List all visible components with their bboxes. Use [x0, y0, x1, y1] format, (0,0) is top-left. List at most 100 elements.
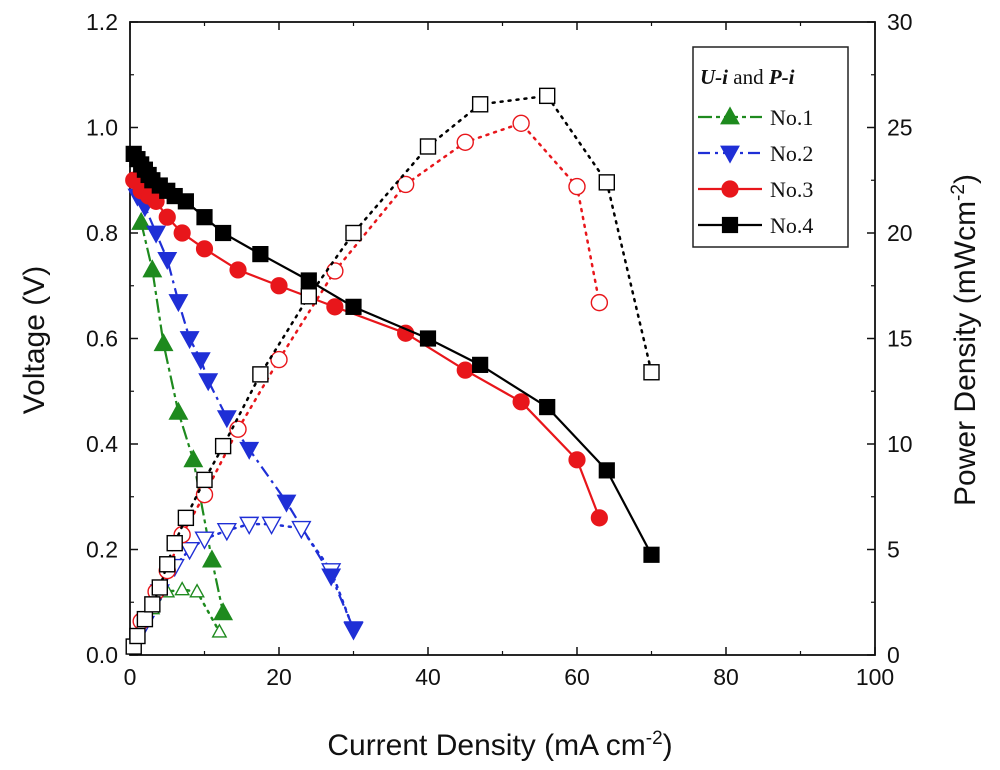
legend-label: No.2: [770, 141, 813, 166]
legend-label: No.3: [770, 177, 813, 202]
pi-point: [189, 583, 205, 598]
ui-point: [343, 621, 364, 640]
ui-point: [276, 494, 297, 513]
pi-point: [151, 579, 169, 596]
legend-entry: No.4: [698, 213, 813, 238]
series-no-4: [125, 87, 660, 655]
y-tick-label: 1.2: [86, 9, 118, 35]
x-tick-label: 60: [564, 664, 590, 690]
legend-box: [692, 46, 849, 248]
ui-point: [216, 410, 237, 429]
y2-axis-title: Power Density (mWcm-2): [948, 174, 982, 506]
legend-marker: [721, 216, 739, 234]
y2-tick-label: 20: [887, 220, 913, 246]
y2-tick-label: 30: [887, 9, 913, 35]
x-tick-label: 100: [856, 664, 894, 690]
legend-marker: [721, 180, 739, 198]
ui-point: [252, 246, 269, 263]
pi-point: [216, 523, 237, 542]
ui-point: [229, 261, 247, 279]
pi-point: [539, 87, 556, 105]
pi-point: [270, 350, 288, 369]
y2-tick-label: 25: [887, 115, 913, 141]
ui-point: [643, 546, 660, 563]
legend-title: U-i and P-i: [700, 65, 795, 89]
ui-point: [568, 451, 586, 469]
pi-point: [196, 471, 213, 489]
pi-point: [261, 516, 282, 535]
ui-point: [198, 373, 219, 392]
legend-label: No.4: [770, 213, 813, 238]
ui-point: [300, 272, 317, 289]
ui-point: [419, 330, 437, 347]
y2-tick-label: 5: [887, 537, 900, 563]
x-axis-title: Current Density (mA cm-2): [327, 728, 672, 762]
ui-point: [321, 568, 342, 587]
ui-point: [153, 333, 174, 352]
y-tick-label: 0.2: [86, 537, 118, 563]
y2-tick-label: 0: [887, 642, 900, 668]
legend-label: No.1: [770, 105, 813, 130]
legend-entry: No.2: [698, 141, 813, 166]
pi-point: [291, 520, 312, 540]
ui-point: [131, 211, 152, 230]
pi-point: [179, 542, 200, 561]
pi-point: [598, 174, 615, 191]
ui-point: [142, 259, 163, 278]
pi-point: [326, 262, 344, 280]
pi-point: [568, 177, 586, 196]
pi-point: [144, 596, 161, 613]
ui-point: [179, 331, 200, 350]
ui-point: [590, 509, 608, 527]
pi-point: [456, 133, 474, 151]
ui-point: [270, 277, 288, 295]
y-tick-label: 0.0: [86, 642, 118, 668]
pi-point: [590, 293, 609, 312]
ui-point: [213, 602, 234, 621]
ui-point: [168, 401, 189, 420]
y2-tick-label: 10: [887, 431, 913, 457]
legend-marker: [720, 106, 740, 125]
ui-point: [158, 208, 176, 226]
y-axis-title: Voltage (V): [18, 266, 51, 414]
legend-entry: No.1: [698, 105, 813, 130]
pi-point: [345, 224, 362, 242]
y-tick-label: 0.8: [86, 220, 118, 246]
pi-point: [174, 581, 191, 596]
ui-point: [202, 549, 222, 568]
y-tick-label: 1.0: [86, 115, 118, 141]
pi-point: [396, 175, 415, 194]
x-tick-label: 20: [266, 664, 292, 690]
ui-point: [173, 224, 191, 242]
legend-entry: No.3: [698, 177, 813, 202]
y2-tick-label: 15: [887, 326, 913, 352]
pi-point: [211, 623, 228, 638]
pi-point: [159, 556, 176, 573]
ui-point: [472, 356, 489, 373]
series-no-1: [129, 211, 234, 640]
ui-point: [183, 449, 204, 468]
ui-point: [326, 298, 344, 316]
ui-point: [157, 251, 178, 270]
ui-point: [345, 298, 362, 315]
pi-point: [177, 509, 195, 527]
ui-point: [168, 294, 189, 313]
ui-point: [598, 462, 615, 479]
ui-point: [190, 352, 211, 371]
ui-curve: [132, 179, 601, 519]
pi-point: [229, 420, 247, 438]
pi-point: [239, 516, 260, 535]
pi-point: [471, 96, 489, 113]
pi-point: [136, 610, 154, 628]
ui-point: [239, 441, 260, 460]
pi-point: [419, 138, 437, 155]
y-tick-label: 0.6: [86, 326, 118, 352]
ui-point: [539, 398, 556, 416]
ui-point: [215, 224, 232, 242]
pi-curve: [132, 94, 653, 648]
ui-point: [177, 193, 194, 210]
pi-point: [214, 437, 232, 455]
pi-point: [166, 534, 183, 552]
x-tick-label: 80: [713, 664, 739, 690]
